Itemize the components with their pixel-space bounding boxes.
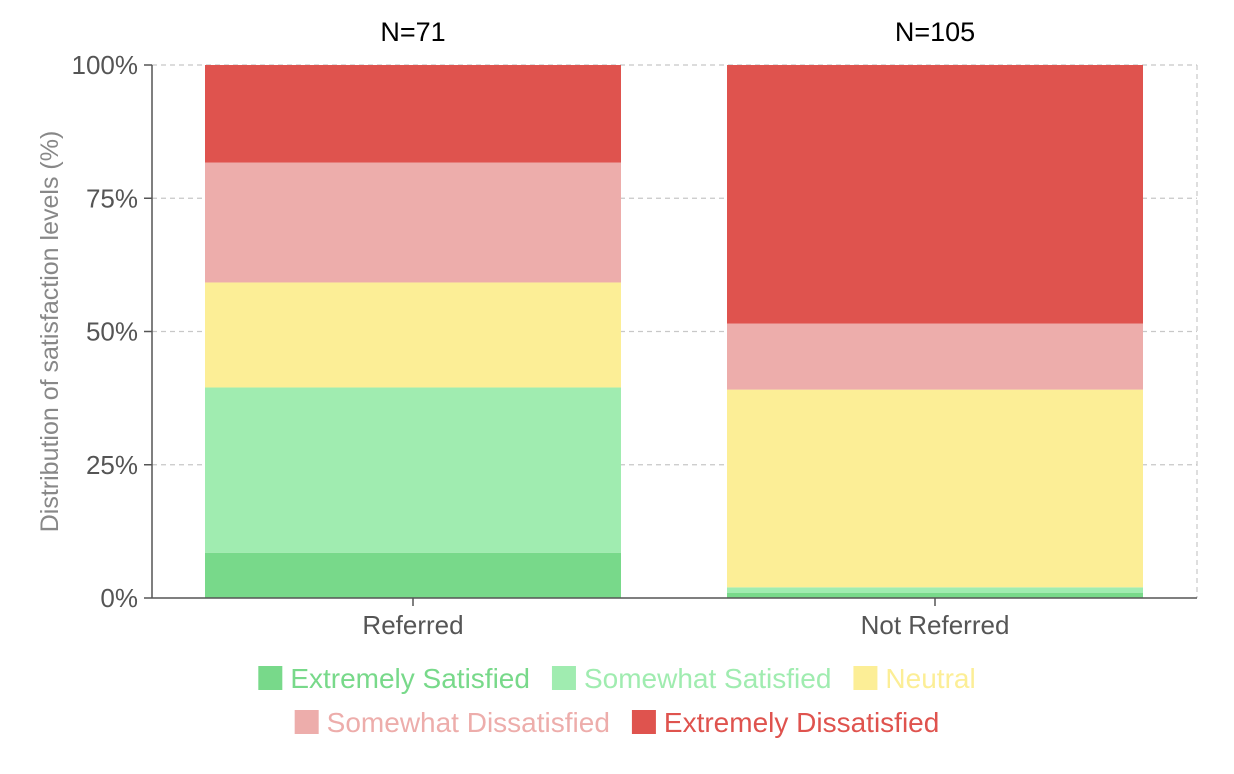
legend-label-neutral: Neutral bbox=[885, 663, 975, 694]
legend-label-somewhat-satisfied: Somewhat Satisfied bbox=[584, 663, 831, 694]
y-axis-title: Distribution of satisfaction levels (%) bbox=[36, 131, 64, 533]
legend-swatch-somewhat-satisfied bbox=[551, 666, 576, 690]
y-tick-label-50: 50% bbox=[86, 317, 138, 347]
bar-segment-referred-somewhat-dissatisfied bbox=[205, 162, 621, 283]
bar-segment-not-referred-extremely-dissatisfied bbox=[727, 65, 1143, 324]
axes bbox=[144, 64, 1197, 606]
labels: 0% 25% 50% 75% 100% Referred N=71 Not Referred N… bbox=[36, 17, 1009, 640]
y-tick-label-100: 100% bbox=[72, 50, 139, 80]
legend-label-extremely-satisfied: Extremely Satisfied bbox=[290, 663, 530, 694]
bar-segment-not-referred-somewhat-satisfied bbox=[727, 587, 1143, 593]
bars bbox=[205, 65, 1143, 598]
bar-segment-referred-somewhat-satisfied bbox=[205, 387, 621, 553]
legend-swatch-somewhat-dissatisfied bbox=[294, 710, 319, 734]
legend-swatch-neutral bbox=[853, 666, 878, 690]
legend: Extremely Satisfied Somewhat Satisfied Neu… bbox=[258, 663, 976, 738]
legend-label-extremely-dissatisfied: Extremely Dissatisfied bbox=[664, 707, 939, 738]
legend-label-somewhat-dissatisfied: Somewhat Dissatisfied bbox=[327, 707, 610, 738]
bar-segment-not-referred-somewhat-dissatisfied bbox=[727, 323, 1143, 390]
x-tick-label-not-referred: Not Referred bbox=[861, 610, 1010, 640]
count-label-referred: N=71 bbox=[380, 17, 445, 47]
legend-swatch-extremely-satisfied bbox=[258, 666, 283, 690]
y-tick-label-75: 75% bbox=[86, 183, 138, 213]
y-tick-label-0: 0% bbox=[100, 583, 138, 613]
bar-segment-referred-extremely-satisfied bbox=[205, 552, 621, 598]
legend-swatch-extremely-dissatisfied bbox=[631, 710, 656, 734]
bar-segment-referred-neutral bbox=[205, 282, 621, 388]
x-tick-label-referred: Referred bbox=[362, 610, 463, 640]
count-label-not-referred: N=105 bbox=[895, 17, 975, 47]
bar-segment-referred-extremely-dissatisfied bbox=[205, 65, 621, 163]
bar-segment-not-referred-neutral bbox=[727, 389, 1143, 588]
bar-segment-not-referred-extremely-satisfied bbox=[727, 592, 1143, 598]
y-tick-label-25: 25% bbox=[86, 450, 138, 480]
